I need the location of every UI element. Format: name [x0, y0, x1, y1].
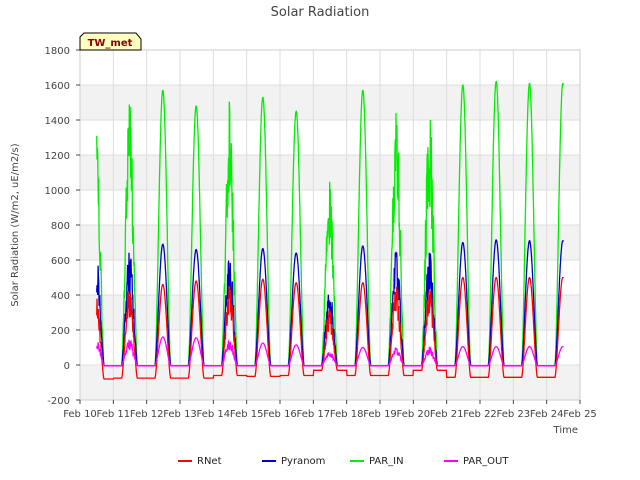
y-tick-label: 800 [51, 221, 70, 232]
chart-title: Solar Radiation [271, 5, 370, 20]
x-tick-label: Feb 15 [230, 409, 264, 420]
y-tick-label: 600 [51, 256, 70, 267]
y-tick-label: 400 [51, 291, 70, 302]
y-tick-label: 200 [51, 326, 70, 337]
y-tick-label: 1400 [45, 116, 70, 127]
y-tick-label: 1600 [45, 81, 70, 92]
y-tick-label: -200 [47, 396, 70, 407]
x-tick-label: Feb 24 [530, 409, 564, 420]
x-axis-label: Time [553, 425, 578, 436]
legend-label-rnet: RNet [197, 456, 222, 467]
series-line-rnet [96, 276, 564, 380]
legend: RNet Pyranom PAR_IN PAR_OUT [178, 456, 509, 467]
y-tick-label: 0 [64, 361, 70, 372]
x-tick-label: Feb 18 [330, 409, 364, 420]
site-label-box: TW_met [79, 32, 142, 51]
x-tick-label: Feb 12 [130, 409, 164, 420]
x-tick-label: Feb 20 [397, 409, 431, 420]
series-lines [96, 80, 564, 380]
site-label: TW_met [88, 38, 133, 49]
plot-band [80, 120, 580, 155]
x-tick-label: Feb 17 [297, 409, 331, 420]
legend-label-par_out: PAR_OUT [463, 456, 509, 467]
plot-band [80, 260, 580, 295]
legend-label-pyranom: Pyranom [281, 456, 325, 467]
y-tick-label: 1800 [45, 46, 70, 57]
x-tick-label: Feb 25 [563, 409, 597, 420]
x-tick-label: Feb 22 [463, 409, 497, 420]
y-axis-label: Solar Radiation (W/m2, uE/m2/s) [10, 143, 21, 306]
y-tick-label: 1000 [45, 186, 70, 197]
x-tick-label: Feb 23 [497, 409, 531, 420]
plot-band [80, 50, 580, 85]
y-axis-ticks: -200 0 200 400 600 800 1000 1200 1400 1600 1800 [45, 46, 80, 407]
legend-label-par_in: PAR_IN [369, 456, 404, 467]
series-line-par_out [96, 336, 564, 367]
x-tick-label: Feb 19 [363, 409, 397, 420]
x-axis-ticks: Feb 10 Feb 11 Feb 12 Feb 13 Feb 14 Feb 15 Feb … [63, 400, 597, 420]
y-tick-label: 1200 [45, 151, 70, 162]
x-tick-label: Feb 14 [197, 409, 231, 420]
x-tick-label: Feb 11 [97, 409, 131, 420]
x-tick-label: Feb 16 [263, 409, 297, 420]
x-tick-label: Feb 10 [63, 409, 97, 420]
x-tick-label: Feb 21 [430, 409, 464, 420]
x-tick-label: Feb 13 [163, 409, 197, 420]
